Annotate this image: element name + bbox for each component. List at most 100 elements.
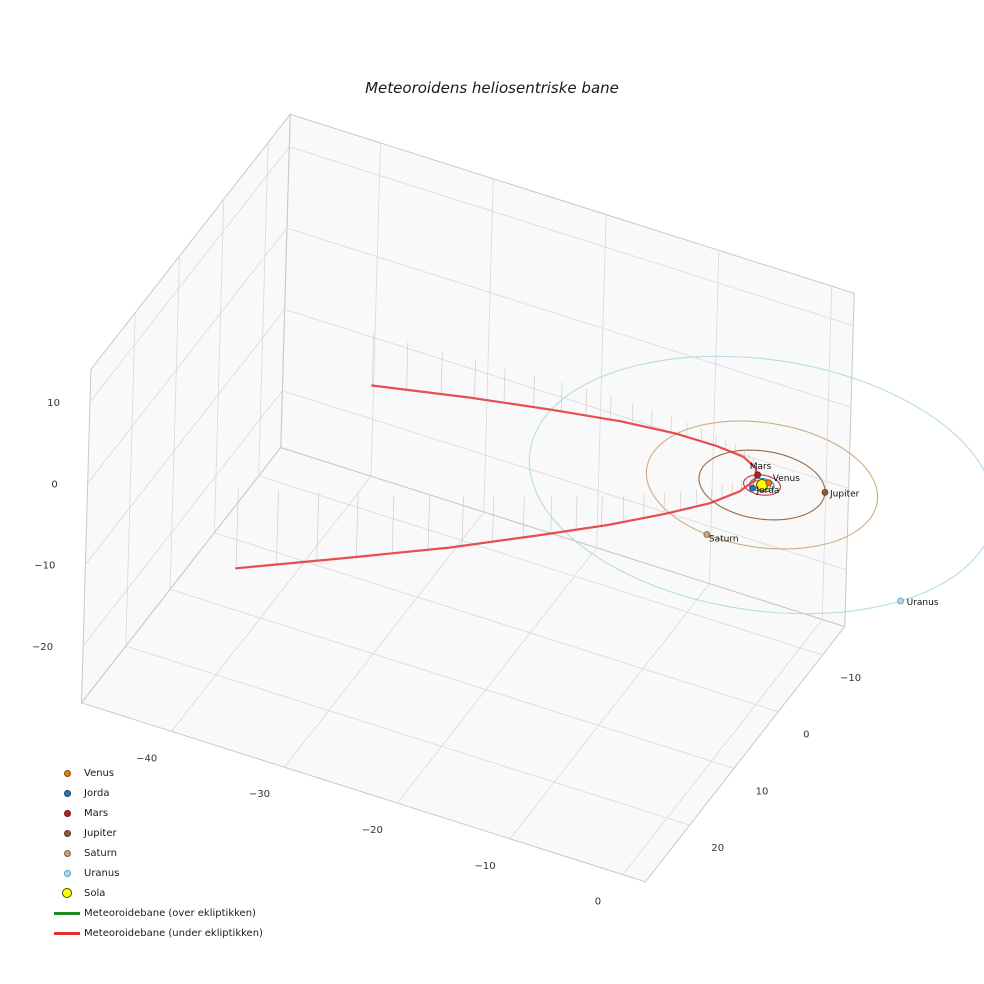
grid-line-z — [286, 227, 852, 408]
jupiter-label: Jupiter — [829, 489, 860, 499]
stem-line — [631, 403, 634, 424]
stem-line — [522, 496, 525, 538]
stem-line — [643, 493, 645, 519]
stem-line — [461, 496, 464, 546]
x-tick-label: 0 — [595, 897, 601, 908]
grid-line-x — [709, 250, 720, 584]
stem-line — [622, 494, 625, 523]
legend-dot-icon — [50, 829, 84, 837]
legend-dot-icon — [50, 869, 84, 877]
pane-floor — [80, 447, 846, 883]
grid-line-x — [821, 286, 833, 620]
stem-line — [663, 492, 665, 515]
legend-marker-glyph — [63, 869, 71, 877]
legend-item-uranus: Uranus — [50, 863, 263, 883]
legend-label: Uranus — [84, 867, 120, 879]
legend-line-icon — [50, 911, 84, 915]
grid-line-y — [169, 589, 735, 769]
legend-label: Sola — [84, 887, 106, 899]
meteoroid-path-under — [235, 384, 758, 570]
jorda-marker — [749, 484, 756, 492]
legend-label: Mars — [84, 807, 109, 819]
legend-item-mars: Mars — [50, 803, 263, 823]
legend-marker-glyph — [63, 789, 71, 797]
saturn-marker — [703, 531, 711, 538]
z-tick-label: −10 — [34, 561, 55, 572]
grid-line-x — [370, 142, 381, 477]
stem-line — [550, 496, 553, 534]
venus-label: Venus — [773, 474, 800, 484]
stem-line — [391, 494, 395, 554]
legend-marker-glyph — [63, 829, 71, 837]
stem-line — [575, 496, 578, 530]
stem-line — [406, 342, 409, 390]
uranus-label: Uranus — [907, 598, 939, 608]
legend-label: Meteoroidebane (over ekliptikken) — [84, 907, 256, 919]
grid-line-y — [125, 645, 690, 826]
grid-line-z — [82, 390, 283, 647]
mars-marker — [754, 471, 762, 479]
legend-dot-icon — [50, 789, 84, 797]
y-tick-label: 10 — [756, 786, 769, 797]
grid-line-z — [89, 146, 290, 403]
x-tick-label: −20 — [362, 825, 383, 836]
z-tick-label: 10 — [47, 398, 60, 409]
uranus-orbit — [528, 355, 984, 615]
legend-item-sola: Sola — [50, 883, 263, 903]
stem-line — [474, 359, 476, 399]
legend-item-meteoroidebane-under-ekliptikken: Meteoroidebane (under ekliptikken) — [50, 923, 263, 943]
grid-line-x — [483, 178, 494, 513]
grid-line-y — [125, 312, 136, 647]
grid-line-z — [87, 227, 288, 484]
stem-line — [679, 491, 682, 511]
stem-line — [651, 409, 653, 429]
legend-marker-glyph — [62, 888, 72, 898]
z-tick-label: −20 — [32, 642, 53, 653]
y-tick-label: −10 — [840, 673, 861, 684]
grid-line-y — [258, 475, 823, 656]
grid-line-x — [396, 547, 597, 804]
jupiter-marker — [821, 488, 829, 496]
x-tick-label: −40 — [136, 753, 157, 764]
chart-title: Meteoroidens heliosentriske bane — [365, 79, 619, 97]
legend-label: Jorda — [84, 787, 110, 799]
legend-label: Meteoroidebane (under ekliptikken) — [84, 927, 263, 939]
legend-dot-icon — [50, 849, 84, 857]
stem-line — [427, 495, 430, 550]
legend-marker-glyph — [63, 809, 71, 817]
stem-line — [503, 366, 506, 403]
legend-item-jorda: Jorda — [50, 783, 263, 803]
jupiter-orbit — [698, 449, 826, 521]
grid-line-x — [284, 511, 485, 768]
venus-marker — [765, 479, 773, 487]
grid-line-y — [258, 142, 269, 477]
stem-line — [316, 491, 320, 561]
uranus-marker — [897, 597, 904, 605]
legend-dot-icon — [50, 809, 84, 817]
stem-line — [610, 396, 612, 420]
stem-line — [601, 495, 603, 527]
grid-line-z — [289, 146, 854, 327]
stem-line — [371, 333, 374, 386]
mars-label: Mars — [750, 462, 772, 472]
legend-line-icon — [50, 931, 84, 935]
legend-item-meteoroidebane-over-ekliptikken: Meteoroidebane (over ekliptikken) — [50, 903, 263, 923]
stem-line — [560, 382, 563, 412]
y-tick-label: 20 — [711, 843, 724, 854]
stem-line — [711, 487, 713, 503]
legend-marker-glyph — [54, 931, 80, 935]
x-tick-label: −30 — [249, 789, 270, 800]
grid-line-x — [509, 583, 710, 840]
grid-line-x — [596, 214, 607, 548]
legend-label: Jupiter — [84, 827, 117, 839]
legend-item-venus: Venus — [50, 763, 263, 783]
mars-orbit — [743, 474, 781, 496]
grid-line-x — [171, 476, 372, 732]
legend-item-saturn: Saturn — [50, 843, 263, 863]
saturn-label: Saturn — [709, 535, 739, 545]
stem-line — [492, 496, 495, 542]
grid-line-z — [284, 309, 849, 489]
stem-line — [276, 490, 279, 565]
stem-line — [235, 488, 239, 569]
